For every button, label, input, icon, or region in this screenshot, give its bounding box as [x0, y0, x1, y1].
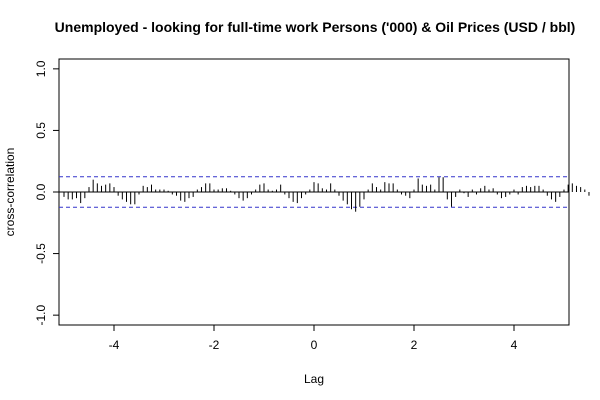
x-tick-label: 0	[311, 338, 318, 352]
y-tick-label: 0.0	[34, 183, 48, 200]
x-tick-label: 4	[511, 338, 518, 352]
confidence-band	[59, 176, 569, 208]
x-axis: -4 -2 0 2 4	[109, 325, 518, 352]
ccf-bars	[63, 177, 590, 212]
y-tick-label: -1.0	[34, 304, 48, 325]
x-tick-label: -4	[109, 338, 120, 352]
y-tick-label: -0.5	[34, 243, 48, 264]
x-tick-label: -2	[209, 338, 220, 352]
y-axis: -1.0 -0.5 0.0 0.5 1.0	[34, 60, 59, 325]
y-tick-label: 1.0	[34, 60, 48, 77]
y-axis-label: cross-correlation	[3, 148, 17, 237]
x-tick-label: 2	[411, 338, 418, 352]
y-tick-label: 0.5	[34, 122, 48, 139]
chart-title: Unemployed - looking for full-time work …	[55, 19, 576, 35]
x-axis-label: Lag	[304, 372, 324, 386]
